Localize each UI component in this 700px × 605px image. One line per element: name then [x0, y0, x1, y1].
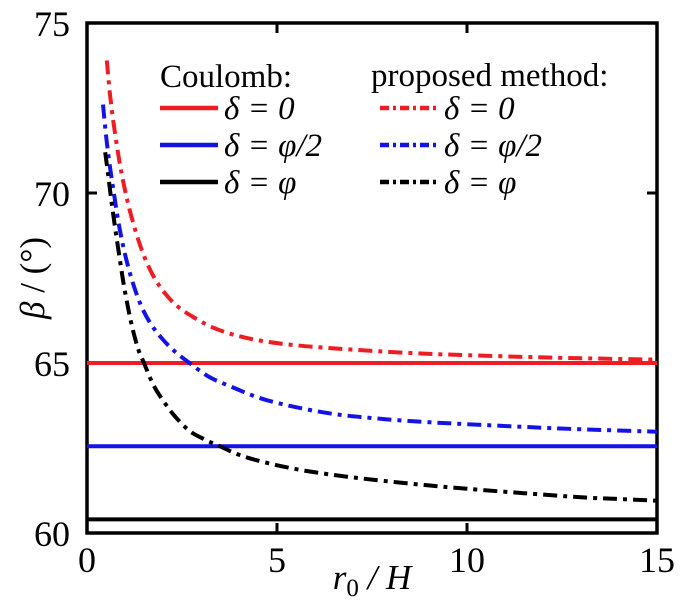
x-tick-label: 0	[78, 540, 96, 580]
legend-proposed-title: proposed method:	[371, 58, 608, 94]
tick-labels: 0 5 10 15 60 65 70 75	[34, 4, 675, 580]
x-axis-variable: r	[333, 558, 347, 597]
x-axis-subscript: 0	[346, 575, 359, 602]
x-tick-label: 10	[449, 540, 485, 580]
y-tick-label: 70	[34, 174, 70, 214]
y-tick-label: 65	[34, 344, 70, 384]
y-axis-label: β / (°)	[13, 237, 52, 320]
x-tick-label: 5	[268, 540, 286, 580]
legend-label-proposed-2: δ = φ	[444, 165, 516, 201]
y-tick-label: 75	[34, 4, 70, 44]
proposed-curves	[101, 60, 658, 503]
legend-label-coulomb-0: δ = 0	[224, 91, 295, 127]
x-axis-unit: / H	[359, 558, 413, 597]
legend-coulomb-title: Coulomb:	[160, 59, 292, 95]
x-tick-label: 15	[639, 540, 675, 580]
legend-label-proposed-1: δ = φ/2	[444, 128, 542, 164]
coulomb-lines	[87, 361, 657, 522]
proposed-curve-	[103, 151, 658, 503]
legend-label-proposed-0: δ = 0	[444, 91, 515, 127]
legend-label-coulomb-1: δ = φ/2	[224, 128, 322, 164]
plot-box	[85, 21, 659, 535]
x-axis-label: r0 / H	[333, 558, 413, 602]
legend-label-coulomb-2: δ = φ	[224, 165, 296, 201]
y-axis-variable: β	[13, 301, 52, 320]
y-axis-unit: / (°)	[13, 237, 52, 302]
proposed-curve-2	[101, 104, 658, 434]
axes-frame	[85, 21, 659, 535]
proposed-curve-0	[104, 60, 658, 362]
y-tick-label: 60	[34, 514, 70, 554]
